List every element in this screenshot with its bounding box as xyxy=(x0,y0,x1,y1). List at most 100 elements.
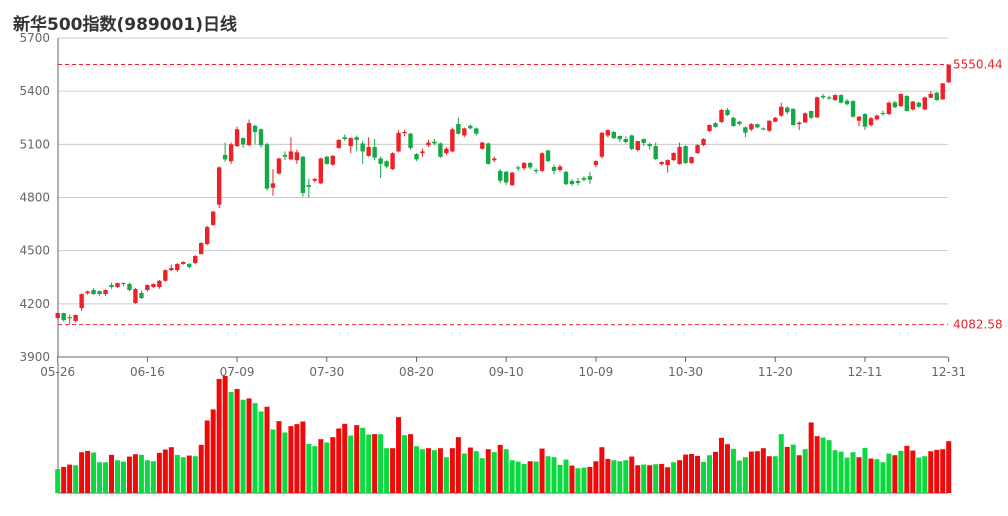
volume-bar-up xyxy=(724,444,730,493)
candle-down xyxy=(486,143,491,164)
x-tick-label: 06-16 xyxy=(130,365,165,379)
candle-up xyxy=(181,262,186,264)
volume-bar-up xyxy=(342,423,348,493)
volume-bar-up xyxy=(390,448,396,493)
volume-bar-down xyxy=(886,453,892,493)
volume-bar-up xyxy=(204,420,210,493)
candle-up xyxy=(133,289,138,303)
volume-bar-up xyxy=(904,445,910,493)
volume-bar-up xyxy=(784,446,790,493)
candle-up xyxy=(605,130,611,136)
volume-bar-up xyxy=(85,450,91,493)
candle-down xyxy=(785,107,790,113)
candle-down xyxy=(743,127,748,133)
volume-bar-down xyxy=(790,444,796,493)
candle-up xyxy=(85,291,90,294)
volume-bar-down xyxy=(282,432,288,493)
volume-bar-up xyxy=(754,451,760,493)
volume-bar-down xyxy=(73,465,79,493)
volume-bar-up xyxy=(539,448,545,493)
candle-down xyxy=(683,146,688,163)
volume-bar-down xyxy=(862,447,868,493)
volume-bar-up xyxy=(814,436,820,493)
candle-up xyxy=(749,124,754,130)
x-tick-label: 12-11 xyxy=(848,365,883,379)
candle-down xyxy=(844,100,850,105)
candle-down xyxy=(731,117,736,127)
volume-bar-up xyxy=(766,456,772,493)
candle-down xyxy=(456,123,461,134)
candle-down xyxy=(503,171,509,183)
candle-down xyxy=(438,143,443,157)
volume-bar-up xyxy=(162,449,168,493)
candle-down xyxy=(934,92,939,101)
candle-up xyxy=(216,167,222,205)
candle-up xyxy=(151,283,156,287)
candle-up xyxy=(635,141,640,151)
candle-up xyxy=(163,270,168,281)
candle-down xyxy=(414,154,419,160)
candle-up xyxy=(330,155,335,165)
candle-down xyxy=(617,136,623,140)
volume-bar-down xyxy=(707,455,713,493)
candle-down xyxy=(432,141,437,144)
volume-bar-down xyxy=(491,452,497,493)
candle-down xyxy=(342,137,347,140)
candle-down xyxy=(880,112,886,115)
volume-bar-up xyxy=(437,448,443,493)
candle-up xyxy=(492,158,497,161)
candle-up xyxy=(193,255,198,264)
candle-down xyxy=(725,109,730,116)
volume-bar-up xyxy=(210,409,216,493)
candle-up xyxy=(480,142,485,149)
volume-bar-down xyxy=(641,464,647,493)
candle-down xyxy=(300,156,306,194)
candle-down xyxy=(222,154,228,160)
volume-bar-down xyxy=(360,427,366,493)
volume-bar-down xyxy=(916,457,922,493)
candle-up xyxy=(396,132,401,152)
candle-up xyxy=(779,106,784,116)
volume-bar-up xyxy=(455,437,461,493)
candle-up xyxy=(593,161,599,166)
candle-down xyxy=(187,263,192,267)
candle-down xyxy=(850,101,856,117)
candle-up xyxy=(689,157,694,164)
volume-bar-up xyxy=(79,452,85,493)
candle-up xyxy=(928,94,933,98)
candle-down xyxy=(252,125,258,132)
x-tick-label: 08-20 xyxy=(399,365,434,379)
volume-bar-up xyxy=(222,376,228,493)
candle-up xyxy=(318,158,324,184)
volume-bar-up xyxy=(587,466,593,493)
candle-up xyxy=(814,97,820,118)
candle-down xyxy=(498,170,503,181)
volume-bar-down xyxy=(898,450,904,493)
candle-down xyxy=(127,283,132,291)
candle-up xyxy=(922,97,927,110)
volume-bar-up xyxy=(748,451,754,493)
candle-down xyxy=(653,146,658,160)
candle-up xyxy=(910,101,916,110)
candle-up xyxy=(946,64,951,83)
volume-bar-down xyxy=(671,462,677,493)
candle-up xyxy=(665,160,670,166)
candle-down xyxy=(468,125,473,129)
volume-bar-down xyxy=(192,456,198,493)
volume-bar-up xyxy=(677,460,683,493)
candle-up xyxy=(868,118,874,126)
y-tick-label: 4500 xyxy=(19,244,50,258)
volume-bar-down xyxy=(97,462,103,493)
candle-up xyxy=(73,314,78,322)
candle-down xyxy=(569,181,575,185)
volume-bar-up xyxy=(497,444,503,493)
candle-up xyxy=(169,268,174,271)
candle-down xyxy=(354,137,359,140)
volume-bar-down xyxy=(479,458,485,493)
volume-bar-up xyxy=(467,447,473,493)
candle-down xyxy=(563,171,569,185)
candle-down xyxy=(121,282,126,285)
candle-up xyxy=(767,120,772,131)
volume-bar-up xyxy=(940,449,946,493)
volume-bar-down xyxy=(653,464,659,493)
